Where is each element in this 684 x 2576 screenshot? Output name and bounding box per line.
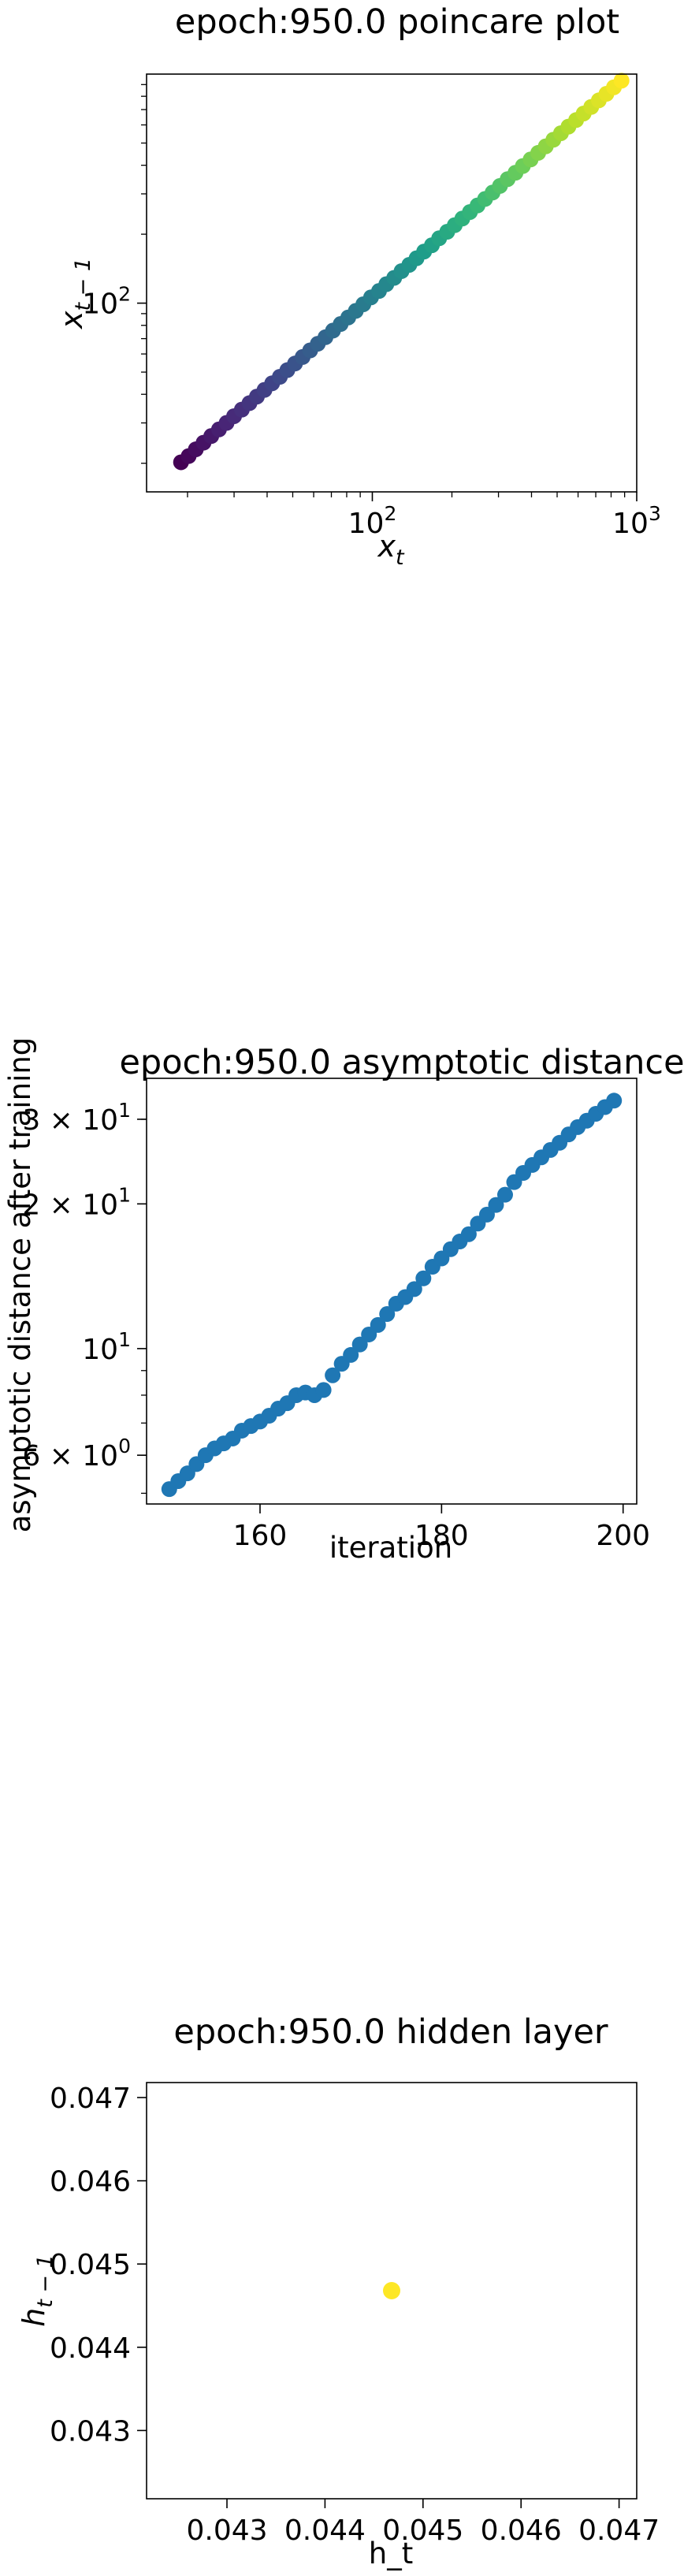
asymptotic-y-tick-label: 2 × 101 [22, 1183, 131, 1221]
asymptotic-point [496, 1186, 513, 1203]
asymptotic-point [488, 1197, 504, 1213]
asymptotic-y-ticks: 6 × 100 101 2 × 101 3 × 101 [22, 1099, 147, 1495]
asymptotic-y-axis-label: asymptotic distance after training [3, 1037, 37, 1533]
asymptotic-y-tick-label: 3 × 101 [22, 1099, 131, 1137]
asymptotic-x-ticks: 160 180 200 [233, 1504, 650, 1552]
poincare-point [613, 73, 630, 89]
asymptotic-point [379, 1306, 396, 1323]
poincare-chart-title: epoch:950.0 poincare plot [175, 2, 619, 42]
asymptotic-x-tick-label: 160 [233, 1520, 288, 1552]
asymptotic-y-tick-label: 6 × 100 [22, 1435, 131, 1472]
asymptotic-y-tick-label: 101 [82, 1328, 131, 1366]
hidden-layer-x-tick-label: 0.044 [284, 2515, 366, 2547]
asymptotic-point [351, 1336, 368, 1353]
asymptotic-x-tick-label: 200 [596, 1520, 650, 1552]
hidden-layer-plot-frame [146, 2082, 638, 2500]
poincare-plot-frame [146, 73, 638, 493]
asymptotic-point [315, 1382, 332, 1398]
poincare-points [173, 73, 630, 471]
asymptotic-distance-chart: epoch:950.0 asymptotic distance 160 180 20… [3, 1037, 684, 1565]
poincare-x-tick-label: 103 [612, 502, 661, 540]
hidden-layer-y-tick-label: 0.045 [50, 2249, 131, 2281]
hidden-layer-y-tick-label: 0.043 [50, 2415, 131, 2448]
asymptotic-x-axis-label: iteration [329, 1531, 452, 1565]
hidden-layer-x-tick-label: 0.043 [186, 2515, 267, 2547]
poincare-x-ticks: 102 103 [187, 492, 661, 540]
hidden-layer-x-ticks: 0.043 0.044 0.045 0.046 0.047 [186, 2499, 660, 2547]
hidden-layer-chart: epoch:950.0 hidden layer 0.043 0.044 0.045… [17, 2012, 660, 2570]
poincare-x-axis-label: xt [377, 529, 405, 570]
asymptotic-points [161, 1093, 623, 1498]
hidden-layer-y-tick-label: 0.044 [50, 2332, 131, 2365]
asymptotic-chart-title: epoch:950.0 asymptotic distance [119, 1043, 684, 1082]
asymptotic-point [460, 1226, 477, 1242]
hidden-layer-y-tick-label: 0.047 [50, 2083, 131, 2115]
asymptotic-point [606, 1093, 623, 1109]
hidden-layer-y-ticks: 0.043 0.044 0.045 0.046 0.047 [50, 2083, 147, 2448]
hidden-layer-x-tick-label: 0.046 [481, 2515, 562, 2547]
poincare-y-tick-label: 102 [82, 283, 131, 321]
hidden-layer-points [383, 2282, 400, 2299]
asymptotic-plot-frame [146, 1078, 638, 1505]
asymptotic-point [343, 1346, 359, 1363]
poincare-chart: epoch:950.0 poincare plot 102 103 102 xt … [54, 2, 661, 570]
asymptotic-point [370, 1316, 386, 1333]
asymptotic-point [406, 1281, 422, 1297]
hidden-layer-x-axis-label: h_t [369, 2537, 413, 2570]
asymptotic-point [415, 1270, 432, 1286]
hidden-layer-point [383, 2282, 400, 2299]
asymptotic-point [325, 1367, 341, 1383]
poincare-x-tick-label: 102 [348, 502, 397, 540]
hidden-layer-chart-title: epoch:950.0 hidden layer [173, 2012, 608, 2052]
hidden-layer-x-tick-label: 0.047 [578, 2515, 660, 2547]
hidden-layer-y-axis-label: ht − 1 [17, 2254, 58, 2327]
hidden-layer-x-tick-label: 0.045 [382, 2515, 463, 2547]
asymptotic-x-tick-label: 180 [414, 1520, 469, 1552]
poincare-y-ticks: 102 [82, 84, 147, 464]
hidden-layer-y-tick-label: 0.046 [50, 2166, 131, 2198]
